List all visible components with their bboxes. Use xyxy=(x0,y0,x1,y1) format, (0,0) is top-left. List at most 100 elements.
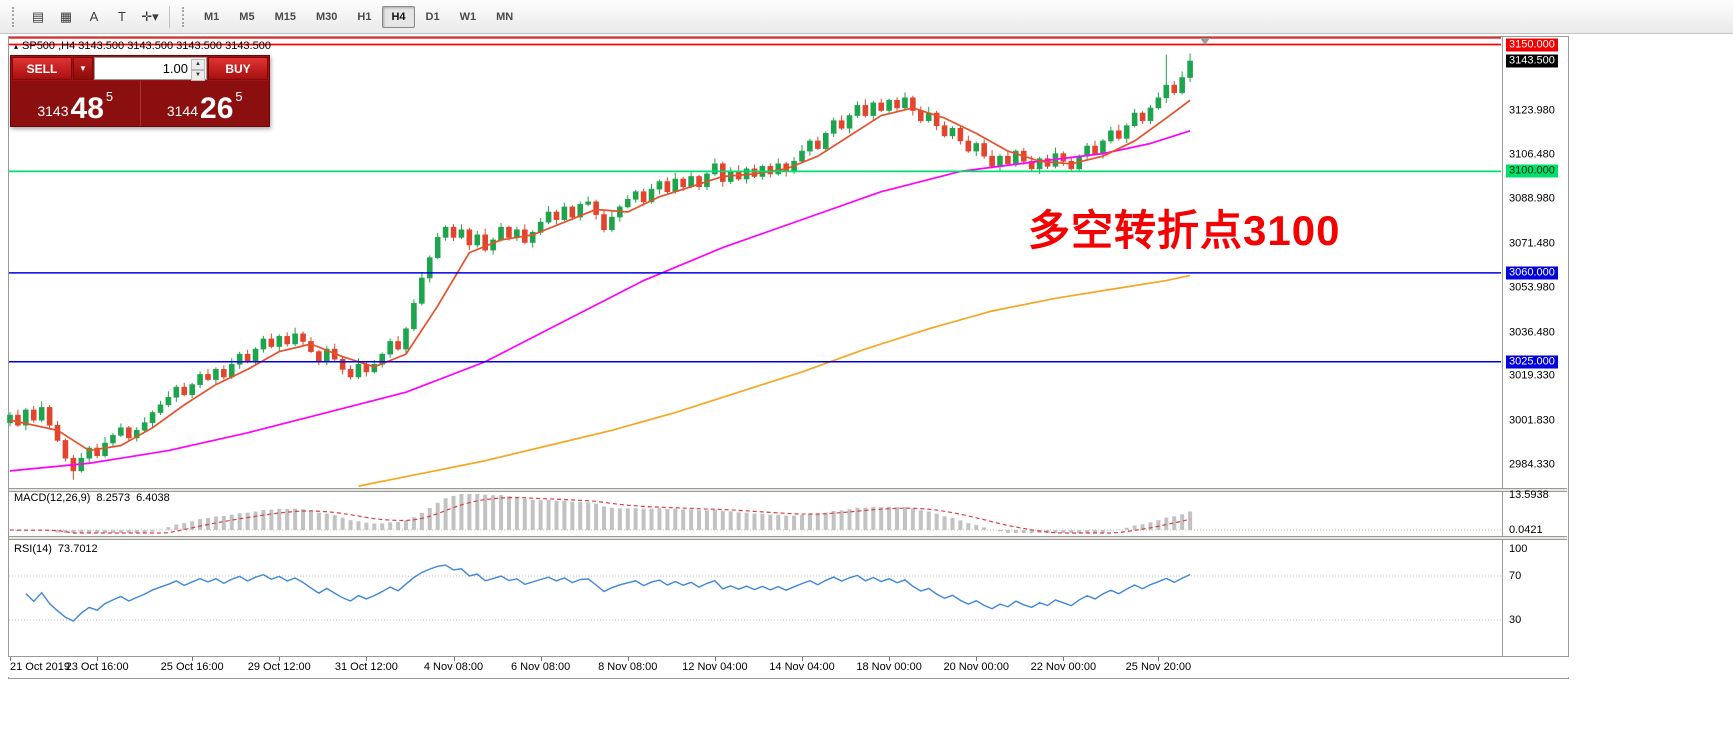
buy-price-base: 3144 xyxy=(166,103,199,119)
price-label-3019.330: 3019.330 xyxy=(1509,369,1555,382)
time-label-29-oct-12-00: 29 Oct 12:00 xyxy=(247,661,311,673)
buy-button[interactable]: BUY xyxy=(208,57,268,80)
time-label-4-nov-08-00: 4 Nov 08:00 xyxy=(423,661,484,673)
price-label-3036.480: 3036.480 xyxy=(1509,326,1555,339)
macd-signal-value: 6.4038 xyxy=(136,492,170,504)
sell-price-base: 3143 xyxy=(37,103,69,119)
timeframe-group: M1 M5 M15 M30 H1 H4 D1 W1 MN xyxy=(195,5,522,28)
timeframe-m1[interactable]: M1 xyxy=(195,6,228,28)
timeframe-w1[interactable]: W1 xyxy=(451,6,486,28)
text-tool-icon[interactable]: A xyxy=(89,9,99,24)
price-label-3025.000: 3025.000 xyxy=(1506,355,1558,369)
chart-ohlc-text: SP500 ,H4 3143.500 3143.500 3143.500 314… xyxy=(22,40,271,52)
time-tick xyxy=(279,657,281,661)
timeframe-drag-grip[interactable] xyxy=(182,6,187,27)
price-label-3100.000: 3100.000 xyxy=(1506,164,1558,178)
buy-price-pips: 26 xyxy=(200,91,234,125)
time-label-14-nov-04-00: 14 Nov 04:00 xyxy=(769,661,835,673)
time-label-31-oct-12-00: 31 Oct 12:00 xyxy=(334,661,398,673)
time-label-25-nov-20-00: 25 Nov 20:00 xyxy=(1125,661,1192,673)
time-label-21-oct-2019: 21 Oct 2019 xyxy=(10,661,70,673)
time-label-22-nov-00-00: 22 Nov 00:00 xyxy=(1030,661,1097,673)
price-label-3001.830: 3001.830 xyxy=(1509,414,1555,427)
rsi-scale-100: 100 xyxy=(1509,543,1528,555)
time-tick xyxy=(889,657,891,661)
timeframe-mn[interactable]: MN xyxy=(487,6,522,28)
rsi-panel-splitter[interactable] xyxy=(9,536,1567,540)
macd-panel-splitter[interactable] xyxy=(9,488,1567,492)
timeframe-d1[interactable]: D1 xyxy=(417,6,449,28)
caret-down-icon: ▼ xyxy=(79,64,87,73)
tile-grid-icon[interactable]: ▦ xyxy=(59,8,73,24)
macd-main-value: 8.2573 xyxy=(96,492,131,504)
rsi-scale-70: 70 xyxy=(1509,570,1522,582)
macd-signal-line xyxy=(9,496,1191,534)
toolbar-separator xyxy=(169,5,170,28)
time-label-18-nov-00-00: 18 Nov 00:00 xyxy=(856,661,922,673)
chart-annotation[interactable]: 多空转折点3100 xyxy=(1028,207,1341,254)
timeframe-m15[interactable]: M15 xyxy=(266,6,305,28)
chart-symbol-header: ▴ SP500 ,H4 3143.500 3143.500 3143.500 3… xyxy=(14,40,271,52)
volume-input[interactable] xyxy=(95,58,206,79)
timeframe-m30[interactable]: M30 xyxy=(307,6,346,28)
rsi-scale-30: 30 xyxy=(1509,614,1522,626)
time-tick xyxy=(192,657,194,661)
sell-price-pips: 48 xyxy=(70,91,104,125)
fast-ma-line xyxy=(9,99,1191,452)
price-label-3150.000: 3150.000 xyxy=(1506,38,1558,51)
time-tick xyxy=(627,657,629,661)
time-tick xyxy=(10,657,11,661)
price-label-3123.980: 3123.980 xyxy=(1509,104,1555,117)
time-axis[interactable]: 21 Oct 2019 23 Oct 16:00 25 Oct 16:00 29 Oc… xyxy=(8,657,1569,677)
rsi-title: RSI(14) xyxy=(14,543,52,555)
macd-scale-max: 13.5938 xyxy=(1509,489,1549,501)
volume-field: ▲ ▼ xyxy=(94,57,207,81)
time-label-8-nov-08-00: 8 Nov 08:00 xyxy=(598,661,658,673)
sell-button[interactable]: SELL xyxy=(12,57,72,80)
price-scale[interactable]: 13.5938 0.0421 3150.000 3143.500 3123.980 3… xyxy=(1503,0,1569,750)
price-scale-separator[interactable] xyxy=(1502,36,1503,677)
sell-price-display[interactable]: 3143 48 5 xyxy=(11,81,140,126)
price-label-3088.980: 3088.980 xyxy=(1509,192,1555,205)
price-label-3053.980: 3053.980 xyxy=(1509,281,1555,294)
toolbar-drag-grip[interactable] xyxy=(12,6,17,27)
spinner-down-icon[interactable]: ▼ xyxy=(191,70,205,81)
timeframe-h1[interactable]: H1 xyxy=(348,6,380,28)
chart-window-icon[interactable]: ▤ xyxy=(31,8,45,24)
trade-prices-row: 3143 48 5 3144 26 5 xyxy=(11,81,269,126)
time-tick xyxy=(1063,657,1065,661)
chart-shift-marker xyxy=(1200,38,1210,45)
slow-ma-line xyxy=(358,274,1191,487)
macd-title: MACD(12,26,9) xyxy=(14,492,91,504)
price-label-3143.500: 3143.500 xyxy=(1506,54,1558,68)
text-label-icon[interactable]: T xyxy=(118,9,126,24)
time-tick xyxy=(453,657,455,661)
price-label-2984.330: 2984.330 xyxy=(1509,458,1555,471)
chart-tools-group: ▤ ▦ A T ✛▾ xyxy=(25,4,163,30)
volume-dropdown-button[interactable]: ▼ xyxy=(73,57,93,80)
price-label-3071.480: 3071.480 xyxy=(1509,237,1555,250)
time-label-6-nov-08-00: 6 Nov 08:00 xyxy=(510,661,571,673)
rsi-value: 73.7012 xyxy=(57,543,98,555)
volume-spinner: ▲ ▼ xyxy=(191,59,205,81)
timeframe-m5[interactable]: M5 xyxy=(230,6,263,28)
price-label-3106.480: 3106.480 xyxy=(1509,148,1555,161)
rsi-line xyxy=(25,564,1191,622)
time-label-23-oct-16-00: 23 Oct 16:00 xyxy=(65,661,129,673)
spinner-up-icon[interactable]: ▲ xyxy=(191,59,205,70)
timeframe-h4[interactable]: H4 xyxy=(382,5,415,28)
macd-indicator-label: MACD(12,26,9) 8.2573 6.4038 xyxy=(14,492,170,504)
time-tick xyxy=(540,657,542,661)
mid-ma-line xyxy=(9,129,1191,472)
time-label-25-oct-16-00: 25 Oct 16:00 xyxy=(160,661,224,673)
macd-scale-min: 0.0421 xyxy=(1509,524,1543,536)
time-tick xyxy=(97,657,99,661)
time-tick xyxy=(1158,657,1160,661)
buy-price-display[interactable]: 3144 26 5 xyxy=(139,81,270,126)
sell-price-fraction: 5 xyxy=(105,89,114,104)
crosshair-dropdown-icon[interactable]: ✛▾ xyxy=(141,8,159,24)
rsi-indicator-label: RSI(14) 73.7012 xyxy=(14,543,98,555)
time-axis-separator xyxy=(8,656,1568,657)
time-label-20-nov-00-00: 20 Nov 00:00 xyxy=(943,661,1009,673)
